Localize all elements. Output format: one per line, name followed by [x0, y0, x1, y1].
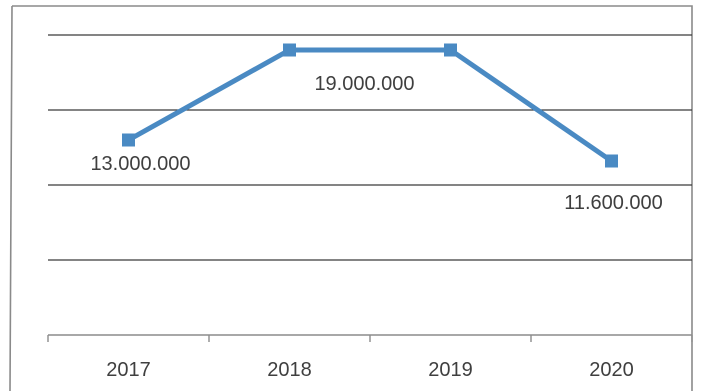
data-point-marker	[444, 43, 457, 57]
data-point-marker	[283, 43, 296, 57]
data-label: 11.600.000	[564, 192, 663, 214]
data-point-marker	[605, 154, 618, 168]
data-point-marker	[122, 133, 135, 147]
x-tick-label: 2017	[106, 359, 151, 381]
gridlines	[48, 34, 692, 261]
chart-border	[9, 5, 693, 391]
x-tick-labels: 2017 2018 2019 2020	[106, 359, 634, 381]
x-axis	[47, 334, 693, 342]
x-tick-label: 2019	[428, 359, 473, 381]
data-labels: 13.000.000 19.000.000 11.600.000	[90, 73, 662, 214]
x-tick-label: 2018	[267, 359, 312, 381]
x-tick-label: 2020	[589, 359, 634, 381]
series-polyline	[127, 47, 613, 164]
data-label: 19.000.000	[314, 73, 414, 95]
series-line	[122, 43, 618, 168]
data-label: 13.000.000	[90, 153, 190, 175]
